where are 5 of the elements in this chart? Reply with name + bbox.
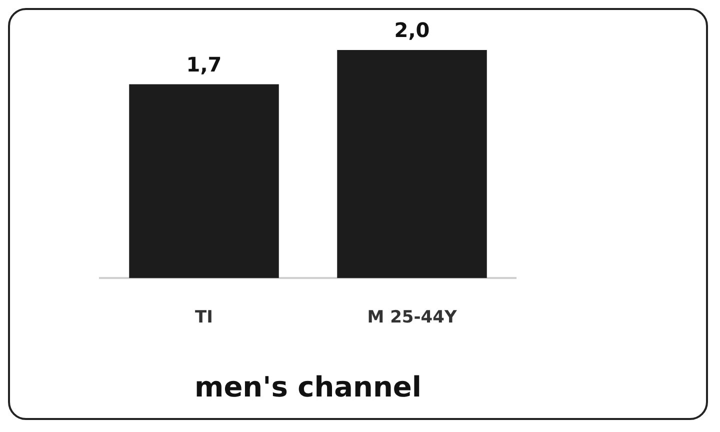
x-tick-label: TI (195, 308, 213, 328)
x-tick-label: M 25-44Y (367, 308, 458, 328)
data-label: 1,7 (186, 52, 222, 76)
data-label: 2,0 (394, 18, 430, 42)
text: men's channel (194, 370, 422, 404)
